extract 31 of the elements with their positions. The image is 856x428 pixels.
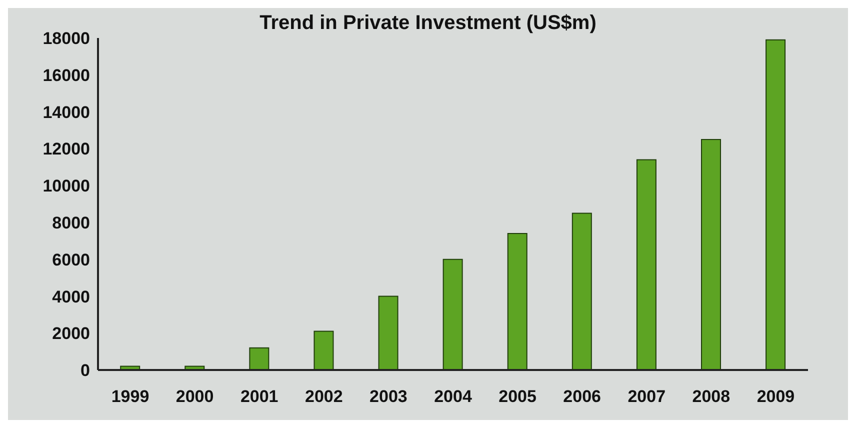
bar [636, 159, 656, 370]
x-tick-label: 2002 [304, 387, 343, 406]
bar [314, 330, 334, 370]
x-tick-label: 2003 [370, 387, 408, 406]
bar [572, 212, 592, 370]
chart-title: Trend in Private Investment (US$m) [260, 12, 596, 34]
x-tick-label: 2006 [563, 387, 602, 406]
x-tick-label: 2007 [628, 387, 666, 406]
x-tick-label: 2004 [434, 387, 472, 406]
y-tick-label: 0 [80, 361, 90, 380]
bar [701, 138, 721, 370]
x-tick-label: 1999 [111, 387, 150, 406]
x-tick-label: 2001 [240, 387, 278, 406]
x-tick-label: 2005 [498, 387, 536, 406]
y-tick-label: 8000 [52, 213, 90, 232]
x-tick-label: 2008 [692, 387, 730, 406]
bar [378, 296, 398, 370]
y-tick-label: 14000 [42, 102, 90, 122]
y-tick-label: 4000 [52, 287, 90, 306]
x-tick-label: 2000 [176, 387, 214, 406]
y-tick-label: 18000 [42, 29, 90, 48]
y-tick-label: 6000 [52, 250, 90, 270]
bar [442, 258, 463, 370]
bar [766, 39, 786, 370]
bar [249, 347, 270, 370]
y-tick-label: 12000 [42, 140, 90, 159]
y-tick-label: 16000 [42, 66, 90, 85]
bar [507, 233, 528, 370]
y-tick-label: 10000 [42, 176, 90, 196]
x-tick-label: 2009 [756, 387, 795, 406]
y-tick-label: 2000 [52, 324, 90, 344]
